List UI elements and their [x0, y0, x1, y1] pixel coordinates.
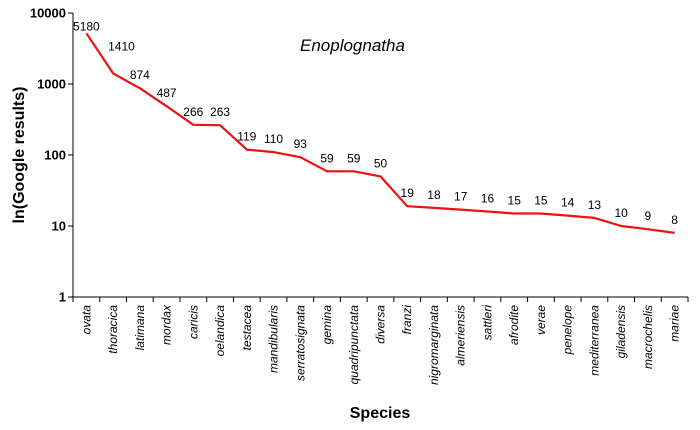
x-tick-label: quadripunctata: [347, 305, 361, 385]
x-tick-label: ovata: [79, 305, 93, 335]
data-label: 8: [671, 213, 678, 227]
x-tick-label: afrodite: [507, 305, 521, 345]
data-label: 1410: [108, 39, 135, 53]
x-tick-label: sattleri: [480, 305, 494, 341]
x-tick-label: giladensis: [614, 305, 628, 358]
data-label: 16: [481, 192, 495, 206]
x-tick-label: caricis: [186, 305, 200, 339]
y-tick-label: 1000: [37, 77, 66, 92]
data-label: 19: [401, 186, 415, 200]
data-label: 110: [264, 132, 283, 146]
data-label: 13: [588, 198, 602, 212]
data-label: 59: [320, 151, 334, 165]
y-tick-label: 10000: [30, 6, 66, 21]
data-label: 18: [427, 188, 441, 202]
y-tick-label: 1: [59, 290, 66, 305]
x-tick-label: penelope: [561, 305, 575, 356]
x-tick-label: oelandica: [213, 305, 227, 357]
chart-title: Enoplognatha: [300, 36, 405, 55]
x-tick-label: thoracica: [106, 305, 120, 354]
data-label: 93: [294, 137, 308, 151]
x-tick-label: verae: [534, 305, 548, 335]
y-tick-label: 100: [44, 148, 66, 163]
x-tick-label: almeriensis: [454, 305, 468, 366]
y-axis-label: ln(Google results): [11, 87, 28, 224]
x-tick-label: serratosignata: [293, 305, 307, 381]
data-label: 119: [237, 130, 256, 144]
data-label: 266: [183, 105, 203, 119]
x-axis-label: Species: [350, 405, 411, 422]
data-label: 5180: [73, 19, 100, 33]
x-tick-label: latimana: [133, 305, 147, 351]
data-label: 15: [534, 193, 548, 207]
x-tick-label: mandibularis: [267, 305, 281, 373]
series-line: [85, 32, 675, 234]
x-tick-label: franzi: [400, 305, 414, 335]
data-label: 59: [347, 151, 361, 165]
data-label: 14: [561, 196, 575, 210]
data-label: 9: [645, 209, 652, 223]
x-tick-label: mediterranea: [587, 305, 601, 376]
x-tick-label: testacea: [240, 305, 254, 351]
data-label: 487: [157, 86, 177, 100]
data-label: 50: [374, 156, 388, 170]
data-label: 15: [508, 193, 522, 207]
x-tick-label: nigromarginata: [427, 305, 441, 385]
data-label: 10: [614, 206, 628, 220]
x-tick-label: diversa: [374, 305, 388, 344]
y-tick-label: 10: [52, 219, 66, 234]
x-tick-label: mariae: [668, 305, 682, 342]
data-label: 263: [210, 105, 230, 119]
x-tick-label: mordax: [160, 304, 174, 345]
data-label: 17: [454, 190, 468, 204]
x-tick-label: macrochelis: [641, 305, 655, 369]
x-tick-label: gemina: [320, 305, 334, 345]
data-label: 874: [130, 68, 150, 82]
